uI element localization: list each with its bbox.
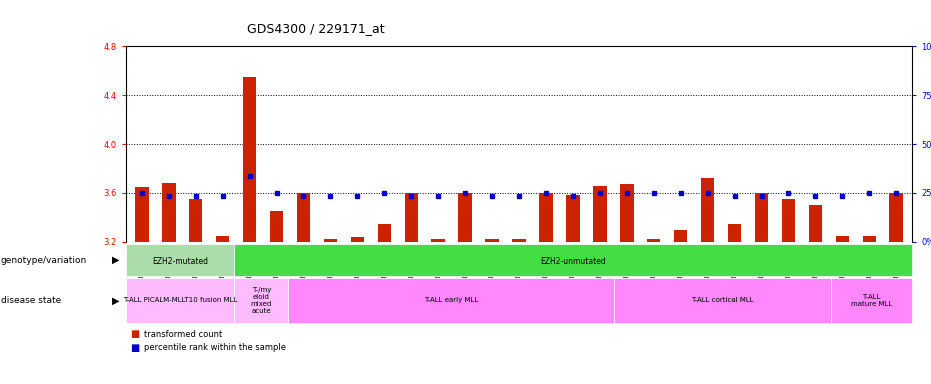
Bar [782, 199, 795, 242]
Bar [243, 77, 256, 242]
Text: disease state: disease state [1, 296, 61, 305]
Bar [728, 223, 741, 242]
Bar [378, 223, 391, 242]
Text: T-ALL
mature MLL: T-ALL mature MLL [851, 294, 892, 307]
Text: EZH2-unmutated: EZH2-unmutated [540, 257, 606, 266]
Bar [297, 193, 310, 242]
Text: T-/my
eloid
mixed
acute: T-/my eloid mixed acute [250, 287, 272, 314]
Text: ■: ■ [130, 329, 140, 339]
Text: GDS4300 / 229171_at: GDS4300 / 229171_at [247, 22, 385, 35]
Bar [809, 205, 822, 242]
Bar [889, 193, 903, 242]
Bar [162, 183, 176, 242]
Bar [324, 240, 337, 242]
Text: transformed count: transformed count [144, 329, 223, 339]
Text: T-ALL cortical MLL: T-ALL cortical MLL [691, 298, 754, 303]
Bar [126, 278, 235, 323]
Bar [189, 199, 202, 242]
Bar [831, 278, 912, 323]
Bar [458, 193, 472, 242]
Bar [351, 237, 364, 242]
Bar [235, 244, 912, 276]
Bar [216, 236, 229, 242]
Bar [431, 240, 445, 242]
Bar [270, 211, 283, 242]
Bar [126, 244, 235, 276]
Text: EZH2-mutated: EZH2-mutated [152, 257, 208, 266]
Bar [539, 193, 553, 242]
Bar [674, 230, 687, 242]
Bar [620, 184, 633, 242]
Bar [289, 278, 614, 323]
Text: percentile rank within the sample: percentile rank within the sample [144, 343, 287, 352]
Bar [836, 236, 849, 242]
Bar [512, 240, 526, 242]
Bar [862, 236, 876, 242]
Text: T-ALL early MLL: T-ALL early MLL [425, 298, 479, 303]
Bar [755, 193, 768, 242]
Bar [566, 195, 580, 242]
Text: ■: ■ [130, 343, 140, 353]
Text: genotype/variation: genotype/variation [1, 256, 88, 265]
Bar [485, 240, 499, 242]
Text: T-ALL PICALM-MLLT10 fusion MLL: T-ALL PICALM-MLLT10 fusion MLL [123, 298, 237, 303]
Bar [405, 193, 418, 242]
Bar [701, 178, 714, 242]
Bar [614, 278, 831, 323]
Text: ▶: ▶ [112, 295, 119, 306]
Bar [593, 185, 607, 242]
Bar [647, 240, 660, 242]
Bar [135, 187, 149, 242]
Text: ▶: ▶ [112, 255, 119, 265]
Bar [235, 278, 289, 323]
